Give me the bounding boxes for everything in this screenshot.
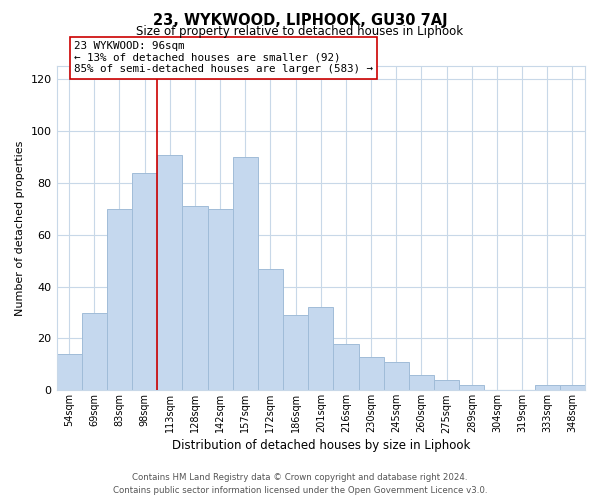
Bar (258, 268, 283, 390)
Bar (560, 385, 585, 390)
Text: Contains HM Land Registry data © Crown copyright and database right 2024.
Contai: Contains HM Land Registry data © Crown c… (113, 473, 487, 495)
Text: 23, WYKWOOD, LIPHOOK, GU30 7AJ: 23, WYKWOOD, LIPHOOK, GU30 7AJ (152, 12, 448, 28)
Bar (535, 385, 560, 390)
Bar (359, 356, 383, 390)
Bar (182, 206, 208, 390)
Bar (334, 344, 359, 390)
Bar (107, 209, 132, 390)
Bar (383, 362, 409, 390)
Bar (308, 308, 334, 390)
Bar (409, 374, 434, 390)
Bar (283, 315, 308, 390)
Bar (56, 354, 82, 391)
Bar (434, 380, 459, 390)
Bar (132, 172, 157, 390)
Bar (208, 209, 233, 390)
Bar (82, 312, 107, 390)
Bar (233, 157, 258, 390)
Y-axis label: Number of detached properties: Number of detached properties (15, 140, 25, 316)
Bar (157, 154, 182, 390)
Text: Size of property relative to detached houses in Liphook: Size of property relative to detached ho… (136, 25, 464, 38)
Bar (459, 385, 484, 390)
Text: 23 WYKWOOD: 96sqm
← 13% of detached houses are smaller (92)
85% of semi-detached: 23 WYKWOOD: 96sqm ← 13% of detached hous… (74, 41, 373, 74)
X-axis label: Distribution of detached houses by size in Liphook: Distribution of detached houses by size … (172, 440, 470, 452)
